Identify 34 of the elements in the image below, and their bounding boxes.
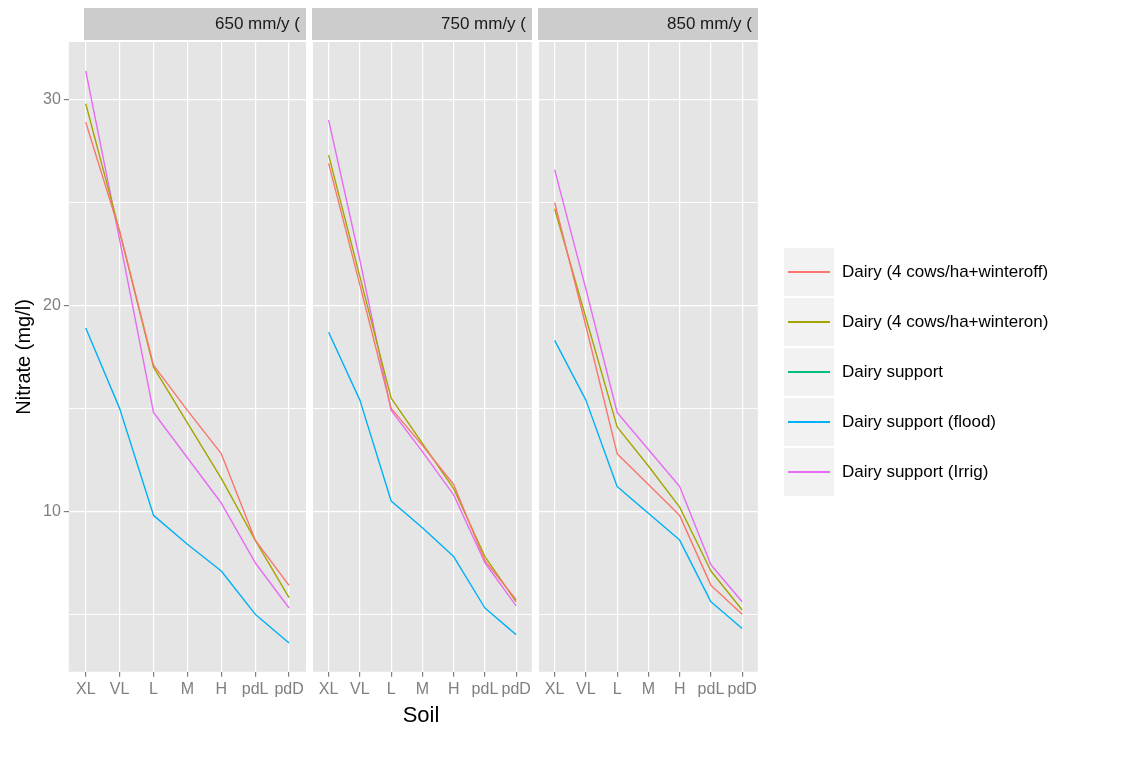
x-tick-label: pdD [274, 679, 304, 697]
x-tick-label: XL [75, 679, 96, 697]
x-tick-label: VL [109, 679, 130, 697]
x-tick-label: M [415, 679, 430, 697]
x-tick-label: L [612, 679, 622, 697]
x-tick-label: L [386, 679, 396, 697]
x-tick-label: XL [544, 679, 565, 697]
x-tick-label: VL [576, 679, 596, 697]
x-tick-label: M [641, 679, 656, 697]
x-tick-label: VL [350, 679, 370, 697]
y-tick-label: 20 [43, 295, 61, 313]
x-tick-label: pdL [697, 679, 725, 697]
x-tick-label: L [149, 679, 159, 697]
legend-label: Dairy support (Irrig) [842, 462, 989, 482]
legend-label: Dairy support [842, 362, 944, 382]
legend-label: Dairy support (flood) [842, 412, 997, 432]
x-tick-label: pdD [501, 679, 531, 697]
y-tick-label: 10 [43, 501, 61, 519]
x-axis-title: Soil [401, 702, 441, 729]
y-tick-label: 30 [43, 90, 61, 108]
x-tick-label: pdD [727, 679, 757, 697]
x-tick-label: pdL [241, 679, 269, 697]
x-tick-label: pdL [471, 679, 499, 697]
chart-title: 650 mm/y ( [84, 8, 306, 40]
legend-label: Dairy (4 cows/ha+winteroff) [842, 262, 1049, 282]
y-axis-title: Nitrate (mg/l) [11, 299, 34, 415]
x-tick-label: H [673, 679, 686, 697]
chart-title: 850 mm/y ( [538, 8, 758, 40]
x-tick-label: H [215, 679, 228, 697]
chart-title: 750 mm/y ( [312, 8, 532, 40]
x-tick-label: H [447, 679, 460, 697]
x-tick-label: M [180, 679, 195, 697]
x-tick-label: XL [318, 679, 339, 697]
legend-label: Dairy (4 cows/ha+winteron) [842, 312, 1049, 332]
